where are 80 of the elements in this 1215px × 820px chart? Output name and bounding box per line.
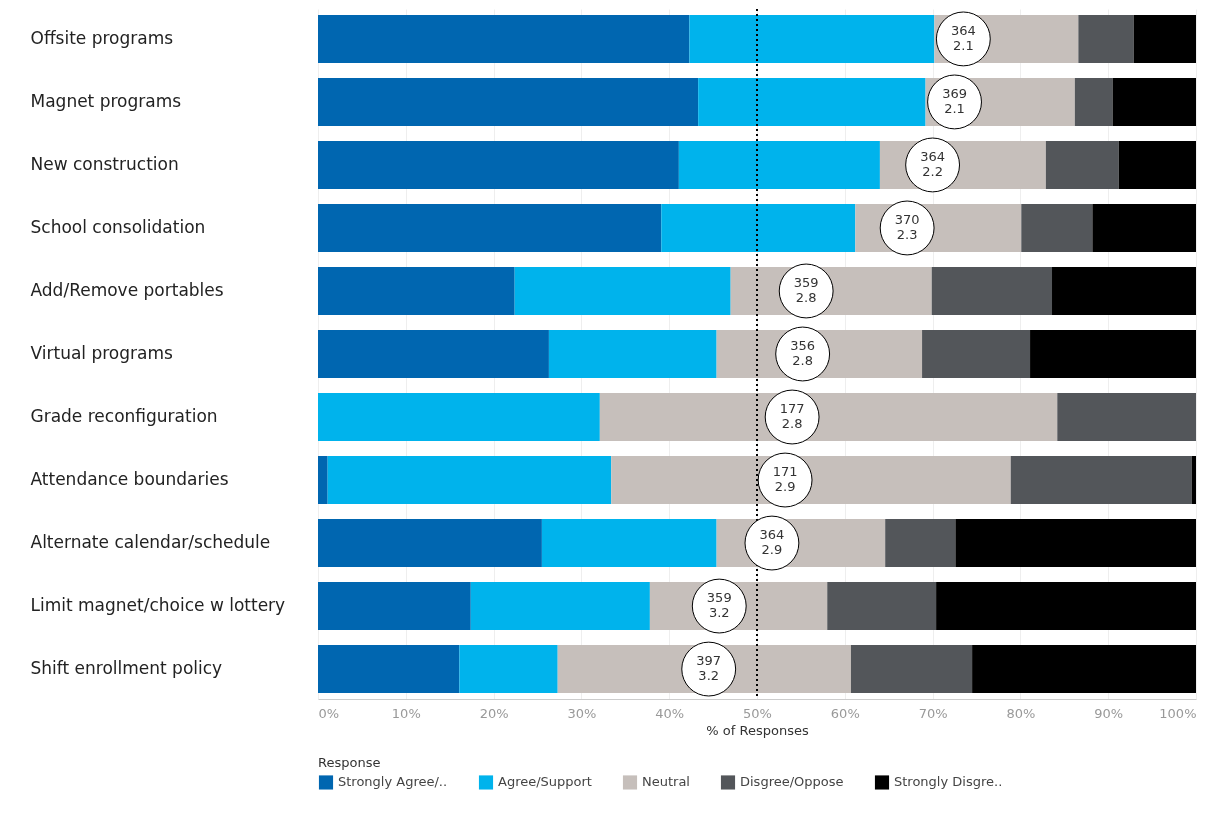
bar	[1133, 14, 1196, 63]
bar	[318, 645, 460, 694]
x-tick-label: 20%	[479, 705, 509, 721]
bar	[661, 203, 856, 252]
bar	[1030, 330, 1196, 378]
y-tick-label: Offsite programs	[30, 27, 174, 48]
x-tick-label: 60%	[830, 705, 860, 721]
bar	[1191, 456, 1196, 505]
bar	[885, 519, 956, 568]
annotation: 397 3.2	[696, 653, 722, 684]
bar	[922, 330, 1031, 378]
y-tick-label: Add/Remove portables	[30, 279, 224, 300]
bar	[318, 393, 600, 442]
bar	[827, 582, 937, 631]
x-tick-label: 30%	[567, 705, 597, 721]
annotation: 364 2.9	[759, 527, 785, 558]
bar	[470, 582, 650, 631]
bar	[955, 519, 1196, 568]
y-tick-label: Shift enrollment policy	[30, 658, 223, 679]
bar	[1112, 77, 1196, 126]
legend-label: Strongly Disgre..	[894, 774, 1003, 790]
y-tick-label: Magnet programs	[30, 90, 182, 111]
bar	[514, 266, 731, 315]
x-axis-title: % of Responses	[706, 722, 809, 738]
legend-label: Neutral	[642, 774, 690, 790]
annotation: 359 2.8	[793, 274, 819, 305]
bar	[541, 519, 717, 568]
bar	[1052, 266, 1196, 315]
bar	[318, 203, 662, 252]
legend-label: Disgree/Oppose	[740, 774, 844, 790]
bar	[1078, 14, 1134, 63]
bar	[1057, 393, 1196, 442]
annotation: 364 2.1	[950, 22, 976, 53]
bar	[318, 266, 515, 315]
x-tick-label: 0%	[318, 705, 340, 721]
x-tick-label: 40%	[655, 705, 685, 721]
bar	[1045, 140, 1119, 189]
x-tick-label: 70%	[918, 705, 948, 721]
y-tick-label: New construction	[30, 153, 179, 174]
x-tick-label: 10%	[391, 705, 421, 721]
y-tick-label: Virtual programs	[30, 343, 174, 363]
y-tick-label: Attendance boundaries	[30, 469, 229, 490]
bar	[548, 330, 717, 378]
bar	[972, 645, 1196, 694]
y-tick-label: Grade reconfiguration	[30, 406, 218, 427]
bar	[936, 582, 1196, 631]
annotation: 359 3.2	[706, 590, 732, 621]
bar	[318, 14, 690, 63]
bar	[327, 456, 612, 505]
legend-label: Agree/Support	[498, 774, 592, 790]
annotation: 364 2.2	[920, 148, 946, 179]
y-tick-label: Limit magnet/choice w lottery	[30, 595, 286, 616]
bar	[318, 330, 549, 378]
y-tick-label: Alternate calendar/schedule	[30, 532, 271, 553]
annotation: 356 2.8	[790, 338, 816, 368]
bar	[931, 266, 1053, 315]
bar	[318, 456, 328, 505]
annotation: 171 2.9	[772, 464, 798, 495]
bar	[850, 645, 973, 694]
bar	[318, 519, 542, 568]
y-tick-label: School consolidation	[30, 216, 206, 237]
bar	[318, 77, 699, 126]
x-tick-label: 80%	[1006, 705, 1036, 721]
bar	[459, 645, 558, 694]
bar	[318, 582, 471, 631]
bar	[1092, 203, 1196, 252]
x-tick-label: 90%	[1094, 705, 1124, 721]
legend-label: Strongly Agree/..	[338, 774, 448, 790]
bar	[1010, 456, 1192, 505]
bar	[318, 140, 679, 189]
annotation: 177 2.8	[779, 401, 805, 432]
annotation: 370 2.3	[894, 211, 920, 242]
bar	[678, 140, 880, 189]
x-tick-label: 50%	[743, 705, 772, 721]
bar	[1021, 203, 1093, 252]
x-tick-label: 100%	[1159, 705, 1197, 721]
annotation: 369 2.1	[942, 85, 967, 116]
legend-title: Response	[318, 755, 381, 770]
bar	[1118, 140, 1196, 189]
bar	[1074, 77, 1113, 126]
